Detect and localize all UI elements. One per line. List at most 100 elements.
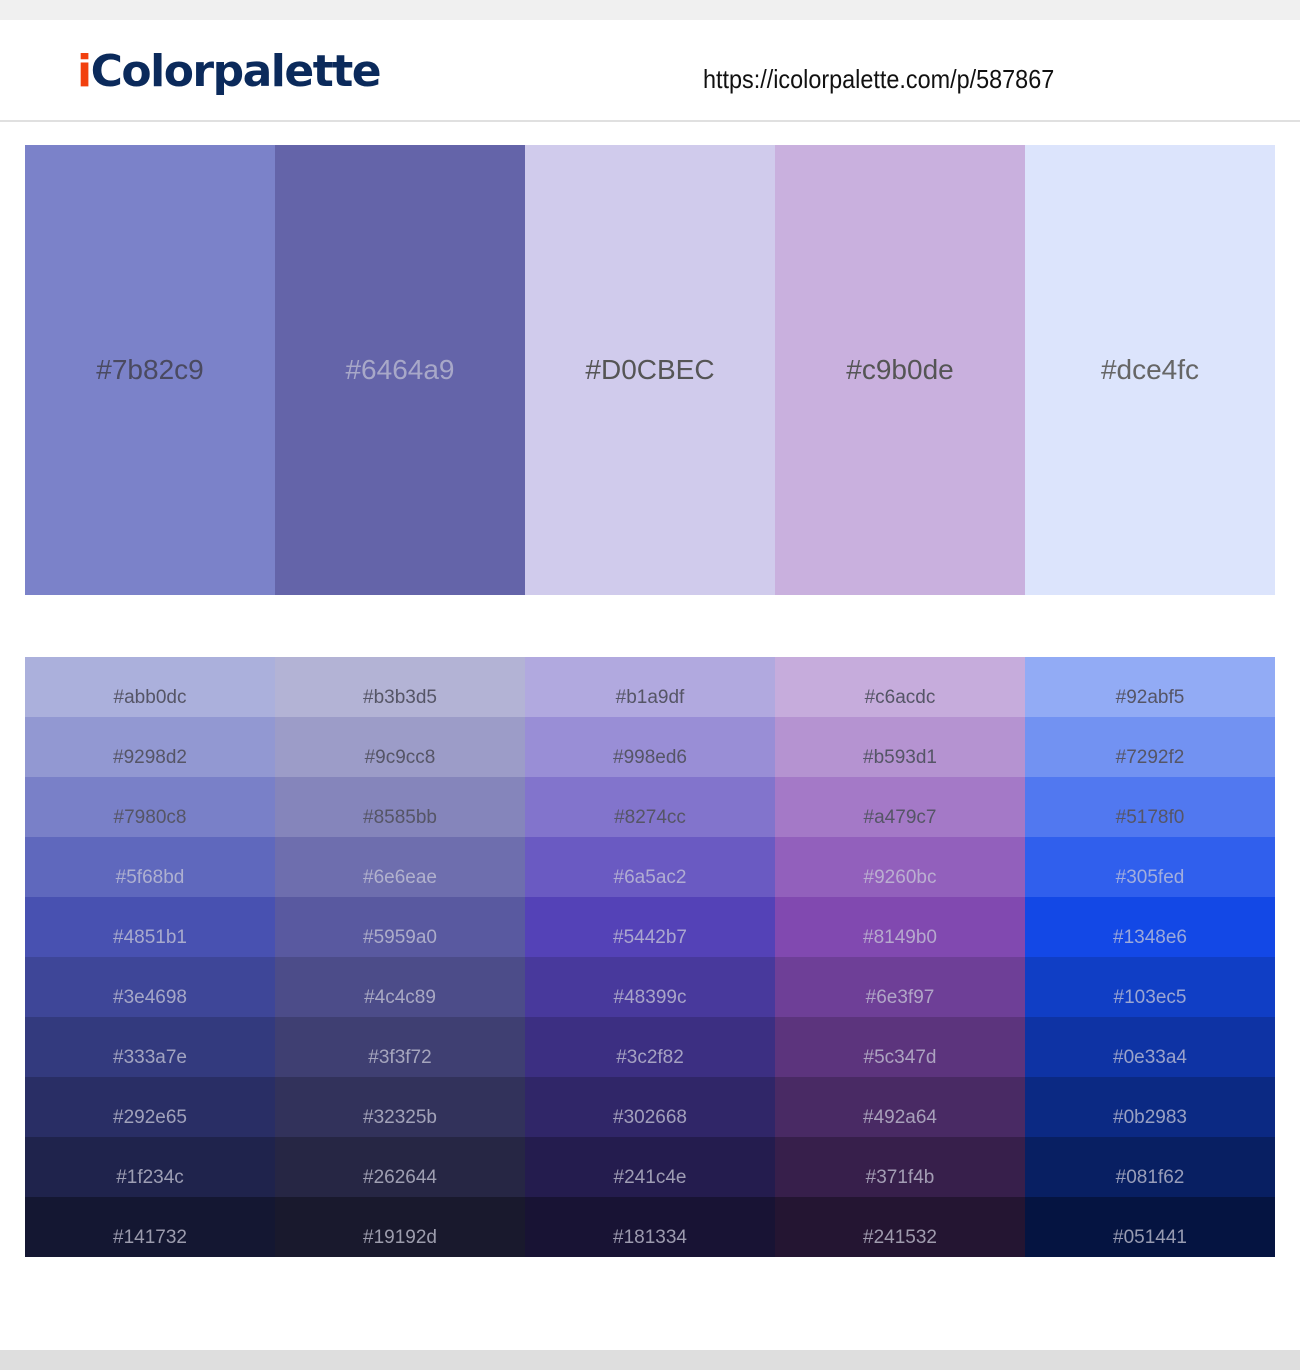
shade-cell[interactable]: #b593d1 [775, 717, 1025, 777]
shade-cell[interactable]: #b3b3d5 [275, 657, 525, 717]
shade-hex-label: #9c9cc8 [364, 747, 436, 768]
shade-hex-label: #051441 [1113, 1227, 1187, 1248]
color-swatch[interactable]: #6464a9 [275, 145, 525, 595]
shade-cell[interactable]: #9298d2 [25, 717, 275, 777]
color-swatch[interactable]: #c9b0de [775, 145, 1025, 595]
shade-cell[interactable]: #9c9cc8 [275, 717, 525, 777]
shade-hex-label: #5c347d [863, 1047, 937, 1068]
shade-cell[interactable]: #0e33a4 [1025, 1017, 1275, 1077]
shade-hex-label: #103ec5 [1113, 987, 1187, 1008]
swatch-hex-label: #6464a9 [345, 354, 455, 385]
shade-hex-label: #5178f0 [1115, 807, 1185, 828]
header: iColorpalette https://icolorpalette.com/… [0, 20, 1300, 122]
shade-hex-label: #8274cc [614, 807, 686, 828]
shade-cell[interactable]: #181334 [525, 1197, 775, 1257]
logo-i: i [77, 46, 92, 97]
shade-cell[interactable]: #4851b1 [25, 897, 275, 957]
main-palette: #7b82c9 #6464a9 #D0CBEC #c9b0de #dce4fc [25, 145, 1275, 595]
shade-hex-label: #8149b0 [863, 927, 937, 948]
swatch-hex-label: #dce4fc [1100, 354, 1200, 385]
shade-cell[interactable]: #a479c7 [775, 777, 1025, 837]
shade-cell[interactable]: #19192d [275, 1197, 525, 1257]
shade-cell[interactable]: #241532 [775, 1197, 1025, 1257]
shade-cell[interactable]: #262644 [275, 1137, 525, 1197]
shade-cell[interactable]: #051441 [1025, 1197, 1275, 1257]
shade-hex-label: #9260bc [863, 867, 937, 888]
swatch-hex-label: #D0CBEC [585, 354, 715, 385]
shade-cell[interactable]: #9260bc [775, 837, 1025, 897]
shade-hex-label: #48399c [613, 987, 687, 1008]
shade-hex-label: #c6acdc [864, 687, 936, 708]
shade-cell[interactable]: #48399c [525, 957, 775, 1017]
logo[interactable]: iColorpalette [77, 46, 382, 97]
shade-cell[interactable]: #abb0dc [25, 657, 275, 717]
shade-cell[interactable]: #6a5ac2 [525, 837, 775, 897]
shade-cell[interactable]: #8585bb [275, 777, 525, 837]
shade-cell[interactable]: #7292f2 [1025, 717, 1275, 777]
shade-cell[interactable]: #333a7e [25, 1017, 275, 1077]
shade-hex-label: #0e33a4 [1113, 1047, 1187, 1068]
shade-column: #b1a9df #998ed6 #8274cc #6a5ac2 #5442b7 #4839… [525, 657, 775, 1257]
shade-hex-label: #b593d1 [863, 747, 937, 768]
color-swatch[interactable]: #7b82c9 [25, 145, 275, 595]
shade-hex-label: #7980c8 [113, 807, 187, 828]
shade-cell[interactable]: #5959a0 [275, 897, 525, 957]
shade-hex-label: #abb0dc [113, 687, 187, 708]
shade-cell[interactable]: #8149b0 [775, 897, 1025, 957]
shades-grid: #abb0dc #9298d2 #7980c8 #5f68bd #4851b1 #3e46… [25, 657, 1275, 1257]
shade-cell[interactable]: #5c347d [775, 1017, 1025, 1077]
shade-cell[interactable]: #371f4b [775, 1137, 1025, 1197]
shade-cell[interactable]: #5178f0 [1025, 777, 1275, 837]
shade-hex-label: #9298d2 [113, 747, 187, 768]
shade-column: #abb0dc #9298d2 #7980c8 #5f68bd #4851b1 #3e46… [25, 657, 275, 1257]
shade-cell[interactable]: #302668 [525, 1077, 775, 1137]
shade-hex-label: #181334 [613, 1227, 687, 1248]
shade-cell[interactable]: #b1a9df [525, 657, 775, 717]
shade-hex-label: #081f62 [1115, 1167, 1185, 1188]
shade-cell[interactable]: #1f234c [25, 1137, 275, 1197]
shade-cell[interactable]: #7980c8 [25, 777, 275, 837]
color-swatch[interactable]: #dce4fc [1025, 145, 1275, 595]
shade-cell[interactable]: #241c4e [525, 1137, 775, 1197]
shade-hex-label: #6e3f97 [865, 987, 935, 1008]
shade-cell[interactable]: #32325b [275, 1077, 525, 1137]
shade-hex-label: #333a7e [113, 1047, 187, 1068]
shade-hex-label: #241c4e [613, 1167, 687, 1188]
shade-cell[interactable]: #141732 [25, 1197, 275, 1257]
shade-hex-label: #19192d [363, 1227, 437, 1248]
shade-cell[interactable]: #292e65 [25, 1077, 275, 1137]
shade-hex-label: #5f68bd [115, 867, 185, 888]
color-swatch[interactable]: #D0CBEC [525, 145, 775, 595]
shade-cell[interactable]: #3f3f72 [275, 1017, 525, 1077]
swatch-hex-label: #c9b0de [846, 354, 954, 385]
shade-hex-label: #3f3f72 [368, 1047, 432, 1068]
shade-cell[interactable]: #92abf5 [1025, 657, 1275, 717]
palette-url[interactable]: https://icolorpalette.com/p/587867 [703, 64, 1055, 94]
shade-cell[interactable]: #103ec5 [1025, 957, 1275, 1017]
shade-cell[interactable]: #998ed6 [525, 717, 775, 777]
shade-cell[interactable]: #8274cc [525, 777, 775, 837]
shade-cell[interactable]: #081f62 [1025, 1137, 1275, 1197]
shade-hex-label: #1348e6 [1113, 927, 1187, 948]
shade-cell[interactable]: #3c2f82 [525, 1017, 775, 1077]
shade-cell[interactable]: #5f68bd [25, 837, 275, 897]
shade-cell[interactable]: #305fed [1025, 837, 1275, 897]
shade-cell[interactable]: #1348e6 [1025, 897, 1275, 957]
shade-hex-label: #6a5ac2 [613, 867, 687, 888]
shade-hex-label: #32325b [363, 1107, 437, 1128]
shade-hex-label: #5959a0 [363, 927, 437, 948]
shade-cell[interactable]: #5442b7 [525, 897, 775, 957]
shade-hex-label: #141732 [113, 1227, 187, 1248]
shade-cell[interactable]: #6e6eae [275, 837, 525, 897]
shade-cell[interactable]: #3e4698 [25, 957, 275, 1017]
top-bar [0, 0, 1300, 20]
shade-cell[interactable]: #0b2983 [1025, 1077, 1275, 1137]
shade-cell[interactable]: #c6acdc [775, 657, 1025, 717]
shade-hex-label: #371f4b [865, 1167, 935, 1188]
shade-hex-label: #0b2983 [1113, 1107, 1187, 1128]
shade-cell[interactable]: #4c4c89 [275, 957, 525, 1017]
shade-hex-label: #3c2f82 [616, 1047, 684, 1068]
shade-cell[interactable]: #492a64 [775, 1077, 1025, 1137]
shade-cell[interactable]: #6e3f97 [775, 957, 1025, 1017]
shade-hex-label: #241532 [863, 1227, 937, 1248]
